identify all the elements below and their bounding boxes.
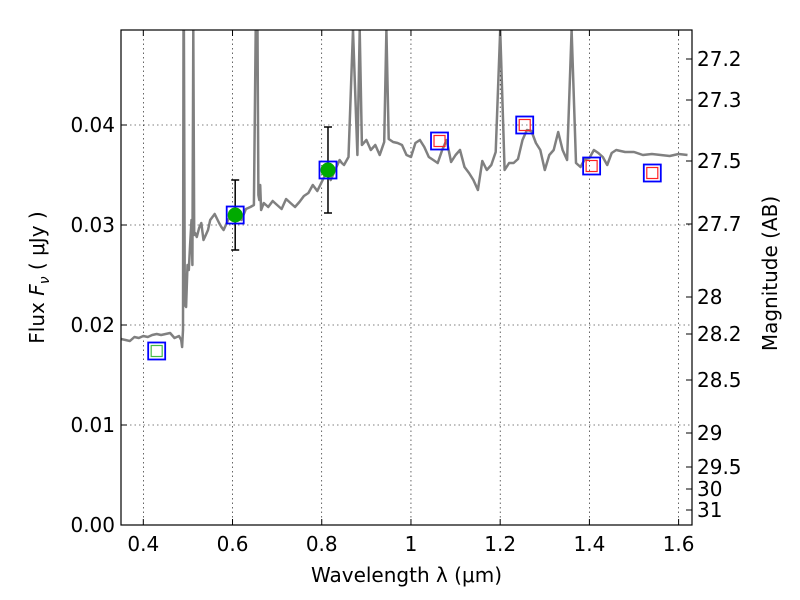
y-tick-label: 0.04 [70, 113, 115, 137]
predicted-flux-box [646, 166, 659, 180]
x-axis-ticks: 0.4 0.6 0.8 1 1.2 1.4 1.6 [127, 30, 695, 556]
y-tick-label: 0.03 [70, 213, 115, 237]
y-axis-label-unit: ( μJy ) [25, 211, 49, 276]
upper-limit-box [150, 344, 163, 358]
y2-tick-label: 28.2 [697, 322, 742, 346]
y2-tick-label: 29 [697, 421, 722, 445]
model-flux-box [225, 205, 245, 225]
predicted-flux-box [585, 159, 598, 173]
model-flux-box [515, 115, 535, 135]
y-tick-label: 0.01 [70, 413, 115, 437]
y-axis-label-text: Flux [25, 296, 49, 344]
y-tick-label: 0.02 [70, 313, 115, 337]
grid-lines [121, 30, 692, 526]
model-spectrum-line [121, 30, 688, 349]
y-tick-label: 0.00 [70, 513, 115, 537]
y-axis-label-subscript: ν [37, 276, 53, 284]
y2-tick-label: 27.7 [697, 212, 742, 236]
x-tick-label: 0.8 [306, 532, 338, 556]
model-flux-box [642, 163, 662, 183]
x-tick-label: 1.4 [573, 532, 605, 556]
x-axis-label: Wavelength λ (μm) [311, 563, 502, 587]
model-flux-box [430, 131, 449, 151]
y2-tick-label: 27.3 [697, 88, 742, 112]
photometry-markers [147, 115, 662, 361]
y2-tick-label: 28.5 [697, 368, 742, 392]
y2-tick-label: 29.5 [697, 455, 742, 479]
observed-flux-point [320, 162, 336, 178]
y2-tick-label: 27.2 [697, 47, 742, 71]
x-tick-label: 0.4 [127, 532, 159, 556]
y2-tick-label: 28 [697, 285, 722, 309]
y2-tick-label: 31 [697, 498, 722, 522]
x-tick-label: 1.6 [663, 532, 695, 556]
predicted-flux-box [518, 118, 531, 132]
y-axis-ticks: 0.00 0.01 0.02 0.03 0.04 [70, 113, 127, 537]
plot-frame [120, 29, 693, 526]
y2-tick-label: 27.5 [697, 149, 742, 173]
observed-flux-point [227, 207, 243, 223]
model-flux-box [147, 341, 167, 361]
x-tick-label: 0.6 [217, 532, 249, 556]
x-tick-label: 1.2 [484, 532, 516, 556]
model-flux-box [582, 156, 602, 176]
y2-axis-label: Magnitude (AB) [758, 196, 782, 351]
predicted-flux-box [433, 134, 446, 148]
y2-tick-label: 30 [697, 477, 722, 501]
model-flux-box [318, 160, 338, 180]
y-axis-label: Flux Fν ( μJy ) [25, 211, 53, 343]
y-axis-label-symbol: F [25, 284, 49, 296]
x-tick-label: 1 [405, 532, 418, 556]
plot-area [121, 30, 688, 349]
